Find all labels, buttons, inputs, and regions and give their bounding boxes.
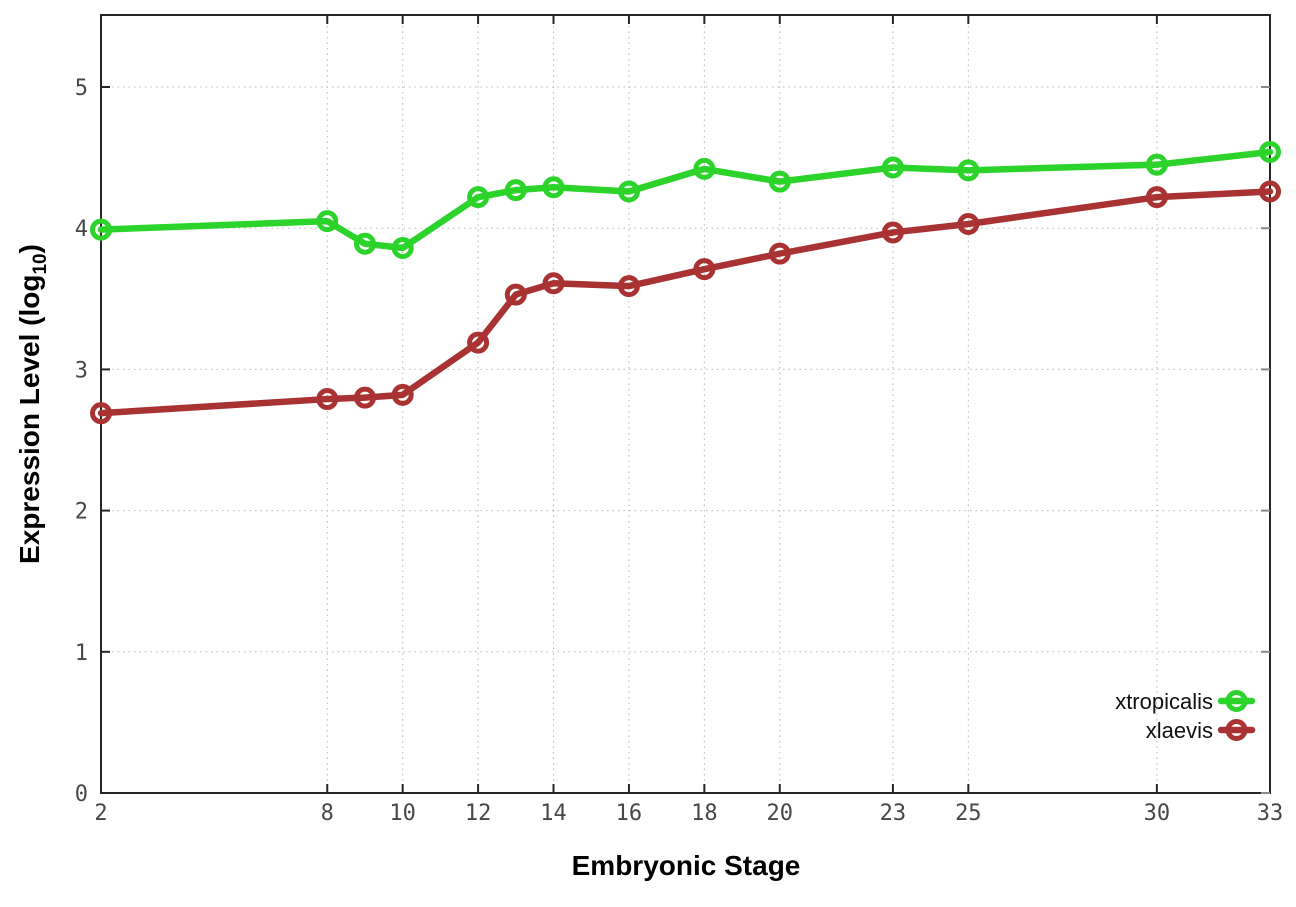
data-point-xlaevis: [881, 221, 904, 244]
y-tick-label: 5: [75, 76, 88, 101]
data-point-xtropicalis: [504, 179, 527, 202]
data-point-xtropicalis: [617, 180, 640, 203]
data-point-xtropicalis: [881, 156, 904, 179]
data-point-xlaevis: [617, 275, 640, 298]
x-tick-label: 25: [955, 801, 982, 826]
x-tick-label: 10: [389, 801, 416, 826]
data-point-xlaevis: [693, 258, 716, 281]
y-tick-label: 2: [75, 500, 88, 525]
data-point-xlaevis: [90, 402, 112, 425]
x-tick-label: 12: [465, 801, 492, 826]
y-axis-title-close: ): [14, 244, 46, 254]
x-tick-label: 14: [540, 801, 567, 826]
y-tick-label: 0: [75, 782, 88, 807]
data-point-xlaevis: [391, 383, 414, 406]
x-tick-label: 8: [321, 801, 334, 826]
legend-marker-xtropicalis: [1225, 690, 1248, 712]
data-point-xtropicalis: [391, 236, 414, 259]
legend-marker-xlaevis: [1225, 719, 1248, 741]
data-point-xtropicalis: [768, 170, 791, 193]
legend-label-xtropicalis: xtropicalis: [1115, 689, 1213, 714]
data-point-xtropicalis: [353, 232, 376, 255]
data-point-xlaevis: [1259, 180, 1281, 203]
y-tick-label: 3: [75, 358, 88, 383]
data-point-xtropicalis: [1145, 153, 1168, 176]
y-axis-title-subscript: 10: [29, 253, 51, 275]
data-point-xlaevis: [467, 331, 490, 354]
data-point-xtropicalis: [542, 176, 565, 199]
y-tick-label: 4: [75, 217, 88, 242]
x-tick-label: 33: [1257, 801, 1284, 826]
data-point-xlaevis: [542, 272, 565, 295]
data-point-xlaevis: [768, 242, 791, 265]
x-tick-label: 18: [691, 801, 718, 826]
x-tick-label: 23: [880, 801, 907, 826]
x-tick-label: 20: [767, 801, 794, 826]
x-tick-label: 2: [94, 801, 107, 826]
x-tick-label: 16: [616, 801, 643, 826]
data-point-xtropicalis: [693, 157, 716, 180]
data-point-xtropicalis: [1259, 140, 1281, 163]
data-point-xlaevis: [316, 388, 339, 411]
data-point-xlaevis: [353, 386, 376, 409]
y-tick-label: 1: [75, 641, 88, 666]
data-point-xlaevis: [957, 212, 980, 235]
y-axis-title-main: Expression Level (log: [14, 274, 46, 564]
data-point-xtropicalis: [957, 159, 980, 182]
data-point-xtropicalis: [467, 186, 490, 209]
x-axis-title: Embryonic Stage: [571, 850, 801, 881]
x-tick-label: 30: [1144, 801, 1171, 826]
data-point-xlaevis: [504, 283, 527, 306]
data-point-xtropicalis: [316, 210, 339, 233]
data-point-xlaevis: [1145, 186, 1168, 209]
y-axis-title: Expression Level (log10): [14, 244, 52, 564]
legend-label-xlaevis: xlaevis: [1146, 718, 1213, 743]
series-line-xtropicalis: [97, 148, 1274, 252]
data-point-xtropicalis: [90, 218, 112, 241]
